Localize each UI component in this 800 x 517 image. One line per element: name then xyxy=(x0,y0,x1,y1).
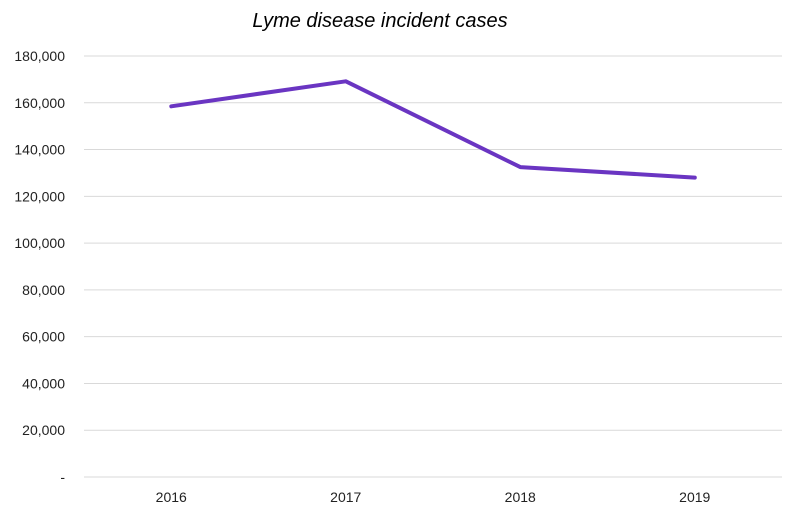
y-tick-label: 20,000 xyxy=(22,422,65,438)
x-axis-tick-labels: 2016 2017 2018 2019 xyxy=(156,489,711,505)
chart-title: Lyme disease incident cases xyxy=(252,10,507,32)
y-tick-label: 80,000 xyxy=(22,282,65,298)
y-tick-label: 100,000 xyxy=(14,235,65,251)
y-tick-label: 60,000 xyxy=(22,329,65,345)
x-tick-label: 2019 xyxy=(679,489,710,505)
x-tick-label: 2018 xyxy=(505,489,536,505)
y-tick-label: 180,000 xyxy=(14,48,65,64)
y-tick-label: 140,000 xyxy=(14,142,65,158)
x-tick-label: 2017 xyxy=(330,489,361,505)
y-tick-label: - xyxy=(60,469,65,485)
y-tick-label: 160,000 xyxy=(14,95,65,111)
x-tick-label: 2016 xyxy=(156,489,187,505)
y-tick-label: 120,000 xyxy=(14,188,65,204)
series-lines xyxy=(169,79,697,180)
gridlines xyxy=(84,55,782,478)
y-tick-label: 40,000 xyxy=(22,375,65,391)
series-line xyxy=(169,79,697,180)
y-axis-tick-labels: - 20,000 40,000 60,000 80,000 100,000 120,000 1… xyxy=(14,48,65,485)
